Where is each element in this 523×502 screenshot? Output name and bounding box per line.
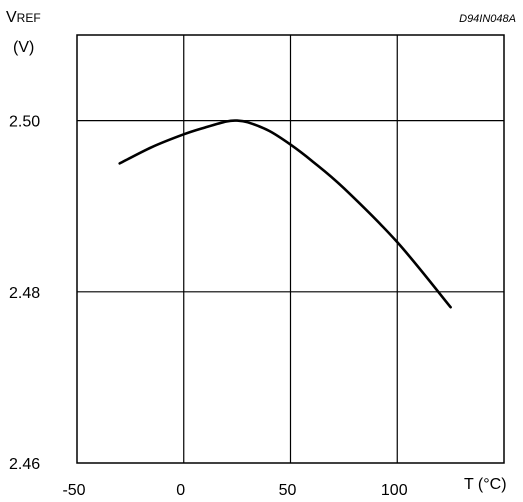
vref-sub: REF	[17, 11, 41, 25]
y-tick-label: 2.50	[9, 114, 40, 131]
y-tick-labels: 2.46 2.48 2.50	[9, 114, 40, 473]
y-tick-label: 2.48	[9, 285, 40, 302]
x-axis-label: T (°C)	[464, 476, 507, 493]
grid	[77, 35, 504, 463]
figure-code: D94IN048A	[459, 13, 516, 25]
x-tick-label: 50	[279, 482, 297, 499]
x-tick-label: -50	[62, 482, 85, 499]
vref-main: V	[6, 9, 17, 26]
vref-label: VREF	[6, 9, 41, 26]
x-tick-labels: -50 0 50 100	[62, 482, 407, 499]
x-tick-label: 0	[176, 482, 185, 499]
plot-frame	[76, 34, 505, 464]
y-tick-label: 2.46	[9, 456, 40, 473]
series-line-vref	[118, 119, 452, 309]
y-unit-label: (V)	[13, 39, 34, 56]
x-tick-label: 100	[381, 482, 408, 499]
series-layer	[118, 119, 452, 309]
